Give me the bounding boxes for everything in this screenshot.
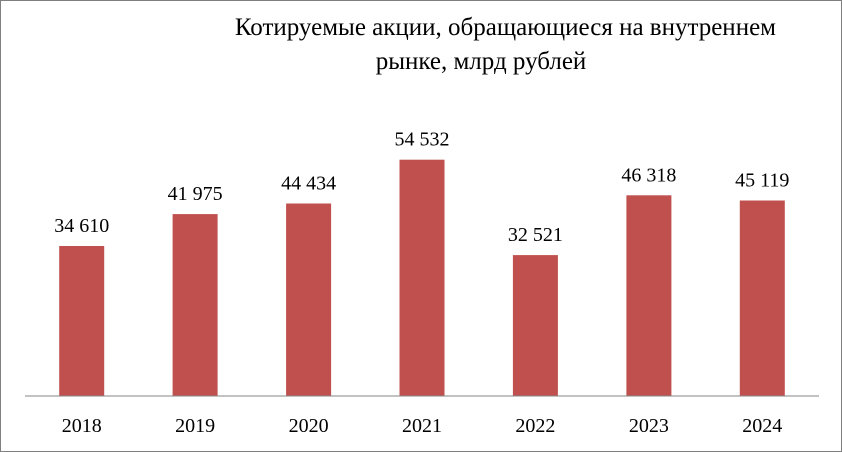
chart-title-line-2: рынке, млрд рублей (375, 48, 587, 75)
x-tick-2021: 2021 (402, 415, 442, 437)
data-label-2024: 45 119 (735, 170, 789, 192)
x-tick-2022: 2022 (515, 415, 555, 437)
chart-title-line-1: Котируемые акции, обращающиеся на внутре… (234, 14, 776, 41)
data-label-2022: 32 521 (508, 224, 563, 246)
x-tick-2024: 2024 (742, 415, 782, 437)
bar-2020 (286, 203, 332, 396)
chart-title: Котируемые акции, обращающиеся на внутре… (151, 11, 811, 79)
bar-2021 (399, 159, 445, 396)
data-label-2020: 44 434 (281, 173, 336, 195)
data-label-2018: 34 610 (54, 215, 109, 237)
bar-2023 (626, 195, 672, 396)
x-tick-2020: 2020 (289, 415, 329, 437)
bar-2022 (512, 255, 558, 396)
x-tick-2018: 2018 (62, 415, 102, 437)
bar-2019 (172, 214, 218, 396)
x-tick-2019: 2019 (175, 415, 215, 437)
bar-2024 (739, 200, 785, 396)
data-label-2023: 46 318 (621, 164, 676, 186)
data-label-2021: 54 532 (395, 129, 450, 151)
x-tick-2023: 2023 (629, 415, 669, 437)
data-label-2019: 41 975 (168, 183, 223, 205)
bar-2018 (59, 246, 105, 396)
